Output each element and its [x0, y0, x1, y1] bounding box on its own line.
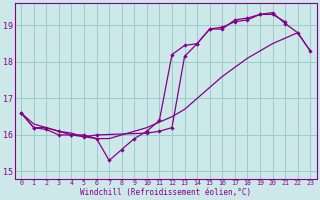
- X-axis label: Windchill (Refroidissement éolien,°C): Windchill (Refroidissement éolien,°C): [80, 188, 251, 197]
